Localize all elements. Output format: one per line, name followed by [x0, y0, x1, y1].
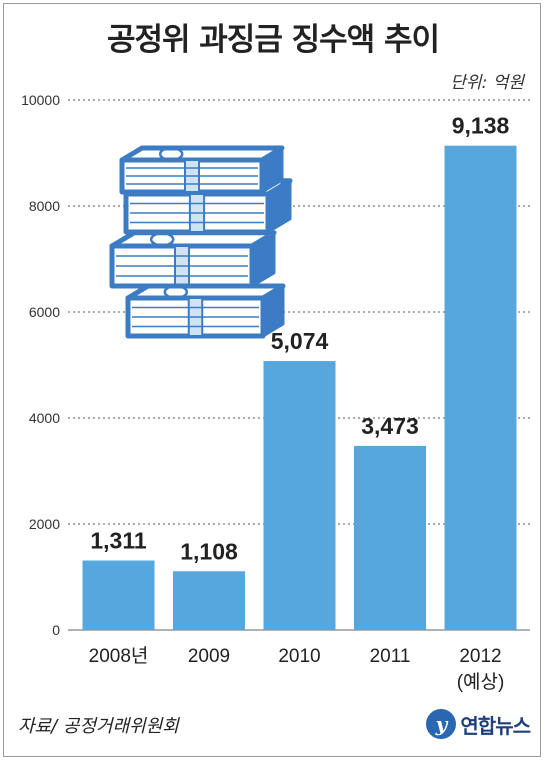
y-tick-label: 8000: [29, 198, 60, 214]
bar-value-label: 3,473: [361, 413, 419, 439]
y-tick-label: 10000: [21, 92, 60, 108]
bill-portrait-mark: [163, 284, 189, 300]
logo-text: 연합뉴스: [460, 713, 531, 738]
bar-chart: 0 2000 4000 6000 8000 10000 1,311 2008년 1,108 200…: [21, 92, 530, 693]
x-tick-label: 2011: [370, 646, 411, 667]
y-tick-label: 6000: [29, 304, 60, 320]
source-label: 자료/ 공정거래위원회: [18, 716, 179, 737]
bar-value-label: 1,311: [90, 528, 146, 554]
money-stack-icon: [109, 145, 293, 339]
bar-value-label: 5,074: [271, 328, 329, 354]
money-bundle-top: [119, 145, 285, 163]
bar: [354, 445, 426, 630]
label-layer: 0 2000 4000 6000 8000 10000 1,311 2008년 1,108 200…: [21, 92, 509, 693]
bar: [173, 571, 245, 630]
money-bundle-side: [260, 146, 284, 194]
chart-frame: [3, 3, 541, 757]
bar-value-label: 9,138: [452, 113, 510, 139]
y-tick-label: 2000: [29, 516, 60, 532]
bar-layer: [82, 145, 517, 630]
money-bundle-side: [266, 179, 292, 234]
bar: [82, 560, 155, 630]
yonhap-logo: y 연합뉴스: [426, 704, 531, 744]
chart-title: 공정위 과징금 징수액 추이: [106, 22, 440, 58]
logo-mark-icon: y: [426, 709, 457, 739]
x-tick-label: 2008년: [89, 645, 149, 667]
x-tick-label: (예상): [457, 671, 505, 693]
money-bundle-top: [109, 230, 277, 249]
money-bundle-side: [261, 284, 285, 338]
x-tick-label: 2009: [188, 646, 230, 667]
y-tick-label: 0: [52, 622, 60, 638]
bar: [444, 145, 517, 630]
bill-portrait-mark: [158, 146, 184, 162]
money-bundle-side: [250, 231, 276, 288]
money-bundle-top: [125, 283, 286, 301]
y-tick-label: 4000: [29, 410, 60, 426]
unit-label: 단위: 억원: [450, 73, 524, 93]
x-tick-label: 2010: [278, 646, 320, 667]
bar-value-label: 1,108: [180, 538, 238, 564]
x-tick-label: 2012: [459, 646, 501, 667]
bar: [263, 361, 336, 630]
